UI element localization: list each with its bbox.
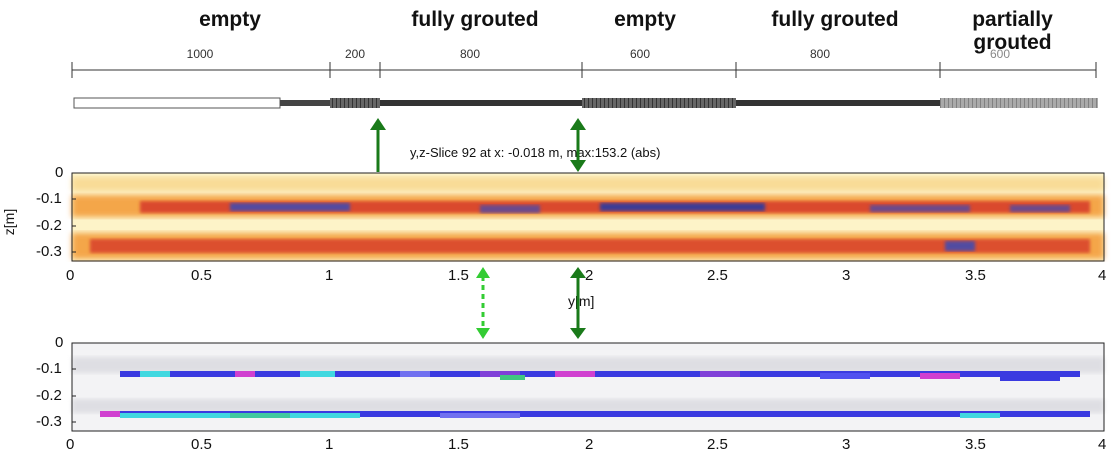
p1-xtick-0: 0 xyxy=(66,267,75,284)
p1-xtick-8: 4 xyxy=(1098,267,1107,284)
dimension-line xyxy=(71,62,1097,78)
dimension-label-800-2: 800 xyxy=(809,47,831,61)
dimension-label-800-1: 800 xyxy=(459,47,481,61)
dimension-label-600-1: 600 xyxy=(629,47,651,61)
slice-caption: y,z-Slice 92 at x: -0.018 m, max:153.2 (… xyxy=(410,145,661,160)
section-label-partially-grouted: partially grouted xyxy=(972,8,1053,54)
p2-ytick-3: -0.3 xyxy=(36,413,62,430)
rod xyxy=(73,97,1098,109)
classification-panel xyxy=(71,342,1105,432)
p2-xtick-1: 0.5 xyxy=(191,436,212,453)
double-arrow-icon-lower xyxy=(570,267,586,339)
dimension-label-600-2: 600 xyxy=(989,47,1011,61)
yaxis-ticks xyxy=(72,172,76,253)
section-label-empty-1: empty xyxy=(199,8,261,31)
section-label-fully-grouted-1: fully grouted xyxy=(411,8,539,31)
p1-xtick-6: 3 xyxy=(842,267,851,284)
p2-xtick-4: 2 xyxy=(585,436,594,453)
p1-ytick-2: -0.2 xyxy=(36,217,62,234)
rod-schematic xyxy=(71,62,1098,109)
p2-xtick-8: 4 xyxy=(1098,436,1107,453)
p1-ytick-0: 0 xyxy=(55,164,64,181)
p1-xtick-1: 0.5 xyxy=(191,267,212,284)
p2-xtick-6: 3 xyxy=(842,436,851,453)
dimension-label-200: 200 xyxy=(344,47,366,61)
p2-xtick-2: 1 xyxy=(325,436,334,453)
yaxis-ticks-2 xyxy=(72,342,76,423)
p1-xlabel: y[m] xyxy=(568,293,595,309)
arrow-up-icon xyxy=(370,118,386,172)
dashed-double-arrow-icon xyxy=(476,267,490,339)
heatmap-panel xyxy=(71,172,1105,262)
double-arrow-icon xyxy=(570,118,586,172)
p2-xtick-3: 1.5 xyxy=(448,436,469,453)
dimension-label-1000: 1000 xyxy=(186,47,214,61)
p1-xtick-7: 3.5 xyxy=(965,267,986,284)
p2-ytick-2: -0.2 xyxy=(36,387,62,404)
p1-xtick-5: 2.5 xyxy=(707,267,728,284)
p2-xtick-0: 0 xyxy=(66,436,75,453)
p1-ytick-3: -0.3 xyxy=(36,243,62,260)
p2-xtick-5: 2.5 xyxy=(707,436,728,453)
p2-ytick-0: 0 xyxy=(55,334,64,351)
section-label-fully-grouted-2: fully grouted xyxy=(771,8,899,31)
arrows-upper xyxy=(370,118,586,172)
p1-xtick-4: 2 xyxy=(585,267,594,284)
arrows-lower xyxy=(476,267,586,339)
p1-xtick-3: 1.5 xyxy=(448,267,469,284)
p2-xtick-7: 3.5 xyxy=(965,436,986,453)
p1-xtick-2: 1 xyxy=(325,267,334,284)
heatmap-image xyxy=(71,172,1105,262)
p1-ytick-1: -0.1 xyxy=(36,190,62,207)
p1-ylabel: z[m] xyxy=(1,208,18,236)
p2-ytick-1: -0.1 xyxy=(36,360,62,377)
classification-image xyxy=(71,342,1105,432)
section-label-empty-2: empty xyxy=(614,8,676,31)
